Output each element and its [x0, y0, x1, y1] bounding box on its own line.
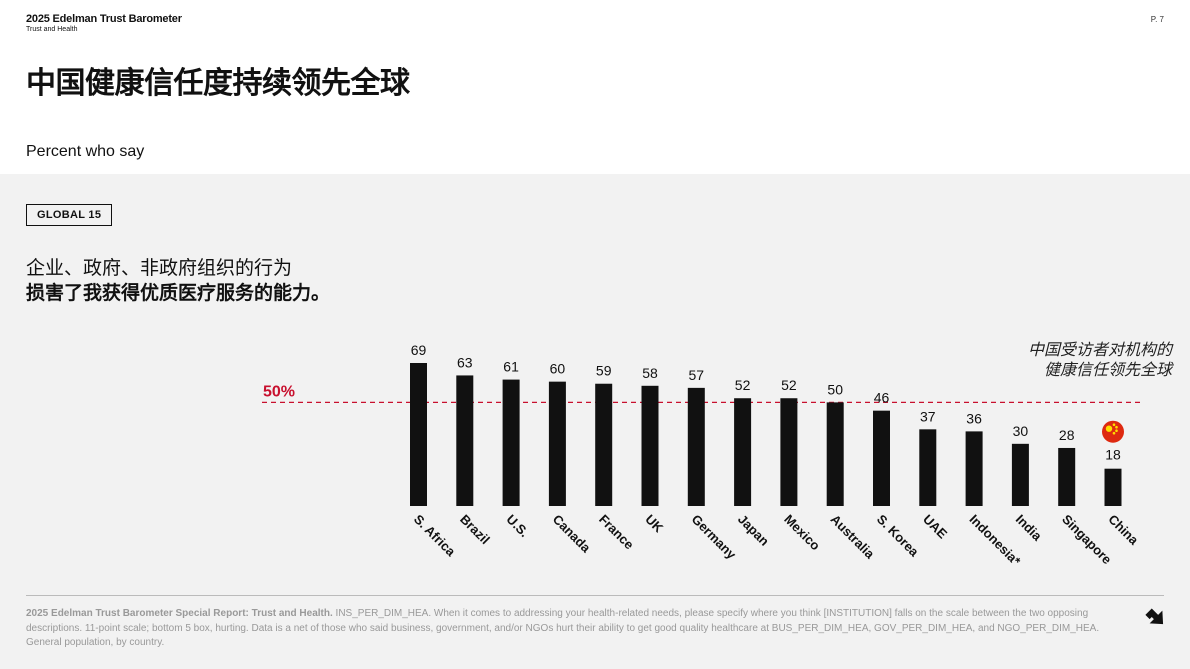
question-line-1: 企业、政府、非政府组织的行为: [26, 257, 293, 279]
region-tag: GLOBAL 15: [26, 204, 113, 226]
value-label: 58: [642, 365, 658, 381]
category-label: India: [1013, 512, 1046, 545]
bar-u-s: [502, 379, 520, 506]
bar-france: [595, 383, 613, 506]
category-label: S. Africa: [411, 512, 459, 560]
category-label: Australia: [828, 512, 878, 562]
category-label: UAE: [920, 512, 950, 542]
bar-canada: [548, 381, 566, 506]
page-title: 中国健康信任度持续领先全球: [26, 66, 410, 101]
bar-australia: [826, 402, 844, 506]
category-label: Mexico: [781, 512, 823, 554]
category-label: UK: [642, 512, 666, 536]
category-label: France: [596, 512, 637, 553]
reference-label: 50%: [263, 383, 295, 400]
footer-note: 2025 Edelman Trust Barometer Special Rep…: [26, 607, 1116, 651]
brand: 2025 Edelman Trust Barometer Trust and H…: [26, 13, 182, 33]
brand-title: 2025 Edelman Trust Barometer: [26, 13, 182, 25]
bar-s-africa: [410, 363, 427, 506]
value-label: 59: [596, 363, 612, 379]
value-label: 30: [1013, 423, 1029, 439]
category-label: Brazil: [457, 512, 493, 548]
footer-divider: [26, 595, 1164, 596]
footer-source: 2025 Edelman Trust Barometer Special Rep…: [26, 608, 333, 619]
bar-uae: [919, 429, 937, 506]
value-label: 18: [1105, 447, 1121, 463]
bar-mexico: [780, 398, 798, 506]
value-label: 50: [827, 381, 843, 397]
value-label: 61: [503, 359, 519, 375]
bar-india: [1011, 443, 1029, 506]
brand-subtitle: Trust and Health: [26, 26, 78, 33]
question-line-2: 损害了我获得优质医疗服务的能力。: [26, 282, 331, 304]
callout: 中国受访者对机构的 健康信任领先全球: [972, 340, 1172, 380]
value-label: 69: [411, 342, 427, 358]
bar-japan: [734, 398, 752, 506]
bar-germany: [687, 387, 705, 506]
value-label: 36: [966, 410, 982, 426]
category-label: U.S.: [503, 512, 531, 540]
bar-indonesia: [965, 431, 983, 506]
value-label: 60: [550, 361, 566, 377]
china-flag-icon: [1102, 420, 1124, 443]
category-label: Canada: [550, 512, 594, 556]
value-label: 57: [689, 367, 705, 383]
footer-text: INS_PER_DIM_HEA. When it comes to addres…: [26, 608, 1100, 648]
value-label: 37: [920, 408, 936, 424]
page-number: P. 7: [1150, 15, 1164, 24]
value-label: 28: [1059, 427, 1075, 443]
callout-line-2: 健康信任领先全球: [1043, 360, 1172, 379]
value-label: 63: [457, 354, 473, 370]
category-label: Japan: [735, 512, 772, 549]
bar-uk: [641, 385, 659, 506]
value-label: 52: [735, 377, 751, 393]
chart-panel: [0, 174, 1190, 669]
value-label: 46: [874, 390, 890, 406]
next-arrow-icon[interactable]: [1144, 605, 1168, 634]
value-label: 52: [781, 377, 797, 393]
category-label: S. Korea: [874, 512, 922, 560]
bar-china: [1104, 468, 1122, 506]
category-label: Germany: [689, 512, 740, 563]
category-label: China: [1105, 512, 1142, 549]
bar-singapore: [1058, 447, 1076, 506]
chart-subtitle: Percent who say: [26, 143, 145, 160]
callout-line-1: 中国受访者对机构的: [1027, 340, 1172, 359]
bar-brazil: [456, 375, 474, 506]
bar-s-korea: [873, 410, 890, 506]
